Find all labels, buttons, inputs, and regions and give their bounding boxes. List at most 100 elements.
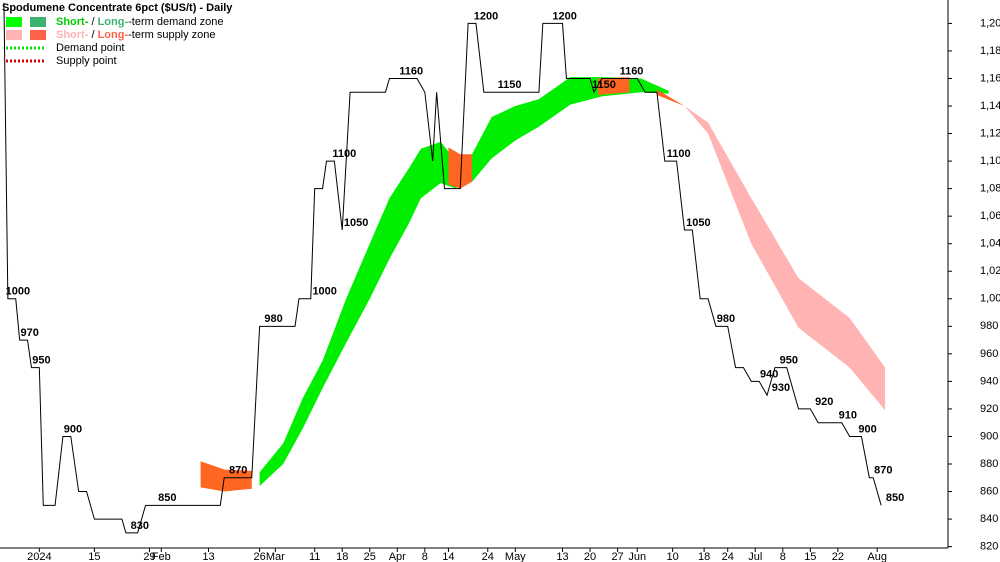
legend-text: /: [88, 29, 97, 41]
price-label: 830: [131, 520, 149, 532]
y-tick-label: 820: [980, 541, 998, 553]
zone-band: [597, 77, 630, 96]
x-tick-label: 2024: [27, 551, 51, 562]
y-tick-label: 960: [980, 348, 998, 360]
price-label: 870: [874, 465, 892, 477]
x-tick-label: 8: [422, 551, 428, 562]
x-tick-label: 27: [611, 551, 623, 562]
x-tick-label: 18: [336, 551, 348, 562]
price-label: 850: [158, 492, 176, 504]
legend-swatch: [30, 17, 46, 27]
legend-label: Supply point: [56, 55, 117, 67]
x-tick-label: 8: [780, 551, 786, 562]
x-tick-label: Feb: [152, 551, 171, 562]
price-label: 1150: [498, 79, 522, 91]
y-tick-label: 1,140: [980, 100, 1000, 112]
price-label: 1200: [552, 10, 576, 22]
legend-text: Long-: [98, 29, 129, 41]
x-tick-label: 20: [584, 551, 596, 562]
y-tick-label: 1,020: [980, 265, 1000, 277]
price-label: 1050: [686, 217, 710, 229]
x-tick-label: 15: [88, 551, 100, 562]
legend-label: Demand point: [56, 42, 125, 54]
price-label: 910: [839, 410, 857, 422]
price-label: 950: [780, 355, 798, 367]
y-tick-label: 1,120: [980, 127, 1000, 139]
legend-text: Short-: [56, 16, 89, 28]
x-tick-label: 11: [309, 551, 320, 562]
price-line: [3, 2, 882, 534]
price-label: 1100: [332, 148, 356, 160]
y-tick-label: 980: [980, 320, 998, 332]
x-tick-label: 24: [482, 551, 494, 562]
x-tick-label: Aug: [867, 551, 887, 562]
y-tick-label: 900: [980, 430, 998, 442]
y-tick-label: 1,040: [980, 238, 1000, 250]
x-tick-label: 29: [143, 551, 155, 562]
chart-title: Spodumene Concentrate 6pct ($US/t) - Dai…: [2, 2, 233, 14]
zone-band: [259, 141, 457, 487]
y-tick-label: 880: [980, 458, 998, 470]
x-tick-label: 18: [698, 551, 710, 562]
price-label: 930: [772, 382, 790, 394]
legend-label: Short- / Long--term supply zone: [56, 29, 216, 41]
zone-band: [448, 147, 473, 189]
legend-text: Supply point: [56, 55, 117, 67]
zone-band: [200, 461, 252, 492]
price-label: 1200: [474, 10, 498, 22]
y-tick-label: 920: [980, 403, 998, 415]
x-tick-label: Mar: [266, 551, 285, 562]
y-tick-label: 1,080: [980, 183, 1000, 195]
zone-band: [684, 106, 886, 411]
price-label: 1160: [620, 65, 644, 77]
y-tick-label: 1,160: [980, 72, 1000, 84]
x-tick-label: 10: [667, 551, 679, 562]
legend-swatch: [6, 30, 22, 40]
y-tick-label: 840: [980, 513, 998, 525]
price-label: 1000: [312, 286, 336, 298]
legend-text: -term supply zone: [128, 29, 215, 41]
y-tick-label: 860: [980, 485, 998, 497]
legend-text: -term demand zone: [128, 16, 223, 28]
x-tick-label: Jun: [628, 551, 646, 562]
price-label: 980: [717, 313, 735, 325]
x-tick-label: Apr: [389, 551, 406, 562]
x-tick-label: Jul: [748, 551, 762, 562]
zone-band: [656, 89, 685, 107]
y-tick-label: 1,100: [980, 155, 1000, 167]
price-label: 870: [229, 465, 247, 477]
price-label: 940: [760, 368, 778, 380]
legend-swatch: [30, 30, 46, 40]
price-label: 950: [32, 355, 50, 367]
x-tick-label: 15: [804, 551, 816, 562]
legend-label: Short- / Long--term demand zone: [56, 16, 224, 28]
price-label: 1000: [6, 286, 30, 298]
price-label: 980: [264, 313, 282, 325]
price-label: 1160: [399, 65, 423, 77]
price-label: 900: [64, 423, 82, 435]
x-tick-label: 24: [722, 551, 734, 562]
price-label: 850: [886, 492, 904, 504]
price-label: 1050: [344, 217, 368, 229]
y-tick-label: 1,200: [980, 17, 1000, 29]
price-label: 920: [815, 396, 833, 408]
price-label: 970: [20, 327, 38, 339]
y-tick-label: 940: [980, 375, 998, 387]
y-tick-label: 1,060: [980, 210, 1000, 222]
x-tick-label: 26: [253, 551, 265, 562]
price-label: 1150: [592, 79, 616, 91]
y-tick-label: 1,180: [980, 45, 1000, 57]
legend-text: Demand point: [56, 42, 125, 54]
legend-swatch: [6, 17, 22, 27]
legend-text: Long-: [98, 16, 129, 28]
legend-text: Short-: [56, 29, 89, 41]
price-label: 1100: [667, 148, 691, 160]
x-tick-label: 14: [442, 551, 454, 562]
x-tick-label: 25: [364, 551, 376, 562]
price-label: 900: [858, 423, 876, 435]
x-tick-label: 13: [202, 551, 214, 562]
zone-band: [472, 77, 669, 182]
x-tick-label: 13: [556, 551, 568, 562]
